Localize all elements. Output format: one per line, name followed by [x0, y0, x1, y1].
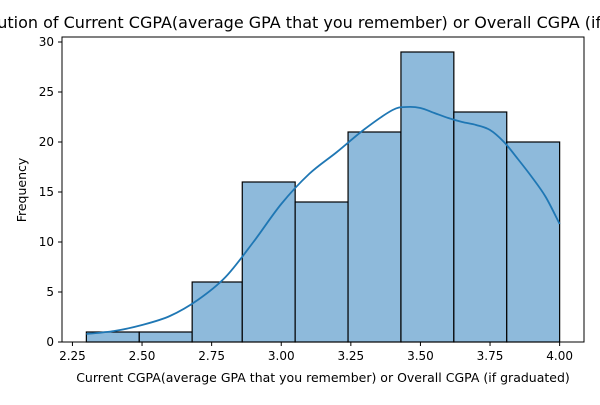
plot-frame: [61, 36, 585, 343]
y-tick-label: 20: [39, 135, 54, 149]
y-tick-label: 30: [39, 35, 54, 49]
y-tick-label: 15: [39, 185, 54, 199]
histogram-bar-9: [506, 141, 561, 343]
x-tick-label: 3.00: [268, 349, 295, 363]
histogram-bar-6: [347, 131, 402, 343]
histogram-bar-5: [294, 201, 349, 343]
kde-curve: [86, 105, 561, 335]
histogram-bar-2: [138, 331, 193, 343]
x-tick-label: 3.75: [477, 349, 504, 363]
x-tick-label: 2.75: [198, 349, 225, 363]
y-tick-label: 5: [46, 285, 54, 299]
y-tick-label: 0: [46, 335, 54, 349]
histogram-bar-7: [400, 51, 455, 343]
chart-title: Distribution of Current CGPA(average GPA…: [0, 13, 600, 32]
x-axis-label: Current CGPA(average GPA that you rememb…: [76, 370, 570, 385]
y-tick-label: 10: [39, 235, 54, 249]
kde-curve-layer: [86, 105, 561, 335]
x-tick-label: 3.25: [337, 349, 364, 363]
y-tick-label: 25: [39, 85, 54, 99]
y-axis-ticks: 0 5 10 15 20 25 30: [39, 35, 62, 349]
x-tick-label: 2.50: [129, 349, 156, 363]
x-tick-label: 3.50: [407, 349, 434, 363]
histogram-bars: [85, 51, 561, 343]
axes: [61, 36, 585, 343]
y-axis-label: Frequency: [14, 157, 29, 222]
histogram-bar-4: [241, 181, 296, 343]
x-tick-label: 4.00: [546, 349, 573, 363]
x-axis-ticks: 2.25 2.50 2.75 3.00 3.25 3.50 3.75 4.00: [59, 342, 573, 363]
histogram-bar-8: [453, 111, 508, 343]
histogram-bar-3: [191, 281, 243, 343]
x-tick-label: 2.25: [59, 349, 86, 363]
